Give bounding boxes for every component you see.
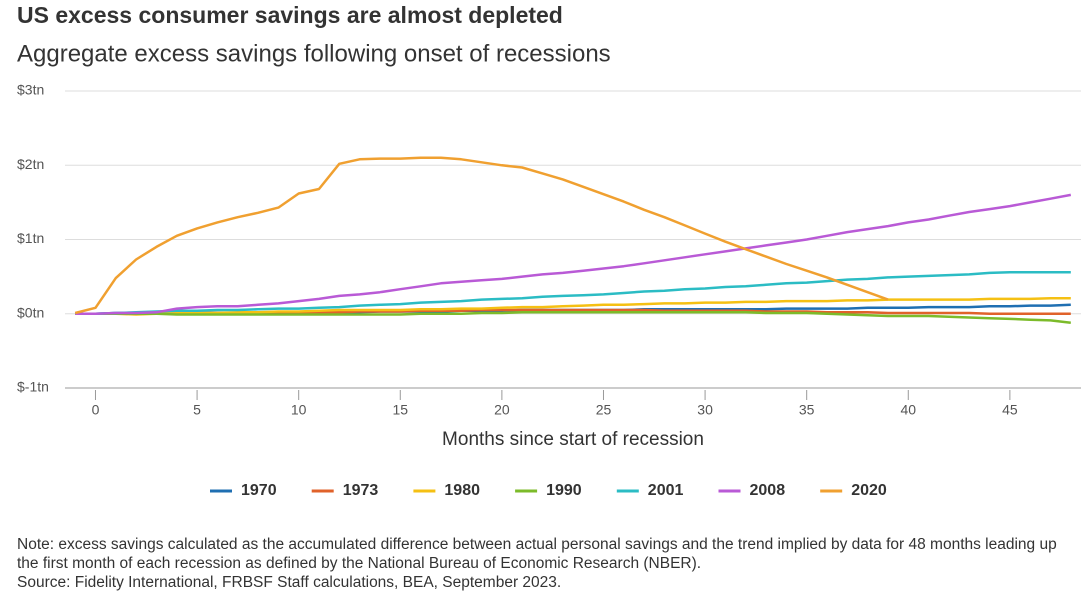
source: Source: Fidelity International, FRBSF St… [17, 574, 562, 591]
note: Note: excess savings calculated as the a… [17, 536, 1057, 572]
legend-label: 1973 [343, 482, 379, 499]
x-tick-label: 10 [291, 402, 307, 418]
x-axis-label: Months since start of recession [442, 429, 704, 450]
chart: US excess consumer savings are almost de… [17, 2, 1081, 499]
y-tick-label: $0tn [17, 304, 44, 320]
legend-label: 1990 [546, 482, 582, 499]
series-line [75, 193, 1072, 316]
chart-title: US excess consumer savings are almost de… [17, 2, 563, 28]
legend-label: 2008 [750, 482, 786, 499]
x-tick-label: 45 [1002, 402, 1018, 418]
series-line [75, 311, 1071, 324]
x-tick-label: 30 [697, 402, 713, 418]
legend-label: 1980 [444, 482, 480, 499]
x-tick-label: 5 [193, 402, 201, 418]
legend-label: 2020 [851, 482, 887, 499]
x-tick-label: 35 [799, 402, 815, 418]
x-tick-label: 0 [92, 402, 100, 418]
legend-label: 1970 [241, 482, 277, 499]
y-tick-label: $-1tn [17, 379, 49, 395]
y-tick-label: $3tn [17, 82, 44, 98]
series-line [74, 156, 889, 315]
chart-subtitle: Aggregate excess savings following onset… [17, 40, 611, 67]
x-tick-label: 15 [392, 402, 408, 418]
series-line [75, 270, 1071, 316]
x-tick-label: 40 [900, 402, 916, 418]
y-tick-label: $2tn [17, 156, 44, 172]
legend-label: 2001 [648, 482, 684, 499]
x-tick-label: 20 [494, 402, 510, 418]
x-tick-label: 25 [596, 402, 612, 418]
notes: Note: excess savings calculated as the a… [17, 535, 1077, 592]
series-line [75, 296, 1071, 316]
y-tick-label: $1tn [17, 230, 44, 246]
